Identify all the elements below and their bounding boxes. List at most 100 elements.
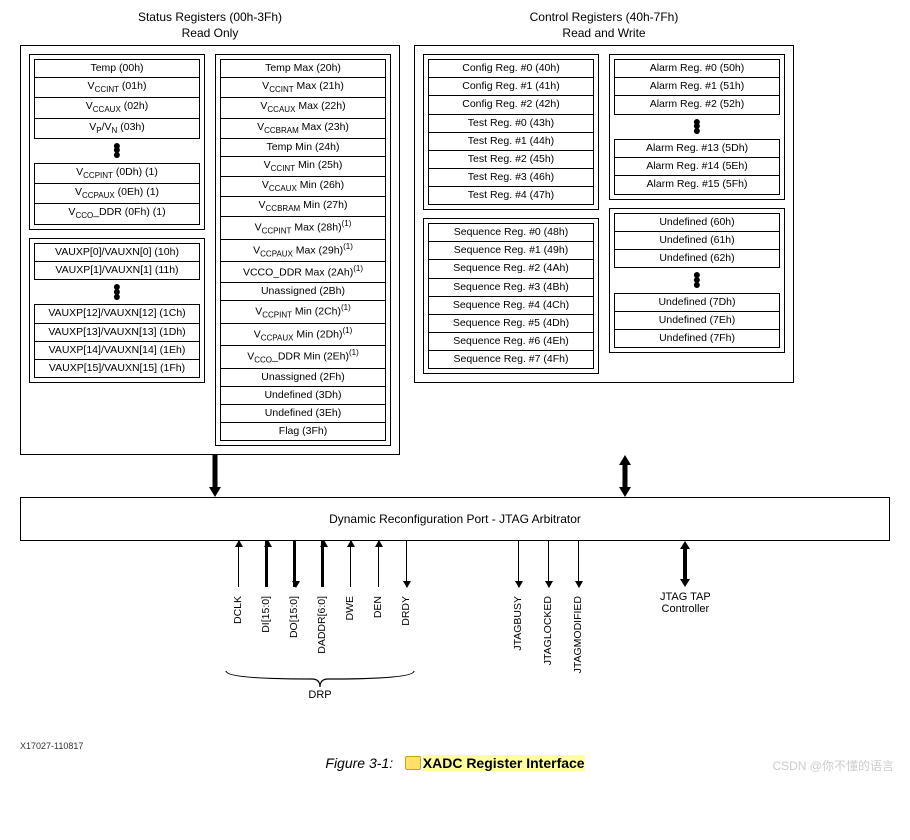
- control-a2-list: Sequence Reg. #0 (48h)Sequence Reg. #1 (…: [428, 223, 594, 369]
- register-cell: Sequence Reg. #1 (49h): [428, 241, 594, 260]
- status-col-b: Temp Max (20h)VCCINT Max (21h)VCCAUX Max…: [215, 54, 391, 446]
- ellipsis-icon: ●●●: [34, 280, 200, 305]
- register-cell: VCCO_DDR Min (2Eh)(1): [220, 345, 386, 369]
- register-cell: Test Reg. #3 (46h): [428, 168, 594, 187]
- figure-caption: Figure 3-1: XADC Register Interface: [20, 755, 890, 771]
- comment-icon: [405, 756, 421, 770]
- signal-label: JTAGMODIFIED: [572, 596, 584, 673]
- register-cell: VCCPINT Max (28h)(1): [220, 216, 386, 240]
- register-cell: VCCINT Min (25h): [220, 156, 386, 177]
- control-header: Control Registers (40h-7Fh) Read and Wri…: [414, 10, 794, 41]
- register-cell: VCCAUX Max (22h): [220, 97, 386, 118]
- register-cell: VAUXP[13]/VAUXN[13] (1Dh): [34, 323, 200, 342]
- register-cell: VCCPAUX (0Eh) (1): [34, 183, 200, 204]
- control-b2b-list: Undefined (7Dh)Undefined (7Eh)Undefined …: [614, 293, 780, 348]
- status-a1-list: Temp (00h)VCCINT (01h)VCCAUX (02h)VP/VN …: [34, 59, 200, 138]
- control-b1-list: Alarm Reg. #0 (50h)Alarm Reg. #1 (51h)Al…: [614, 59, 780, 114]
- signal-label: DEN: [372, 596, 384, 618]
- signal-label: JTAGBUSY: [512, 596, 524, 651]
- register-cell: Test Reg. #2 (45h): [428, 150, 594, 169]
- status-b-list: Temp Max (20h)VCCINT Max (21h)VCCAUX Max…: [220, 59, 386, 441]
- drp-brace: DRP: [224, 669, 416, 701]
- control-title-2: Read and Write: [562, 26, 645, 40]
- register-cell: VAUXP[14]/VAUXN[14] (1Eh): [34, 341, 200, 360]
- register-cell: VCCPINT (0Dh) (1): [34, 163, 200, 184]
- register-cell: VCCAUX (02h): [34, 97, 200, 118]
- control-b-block-1: Alarm Reg. #0 (50h)Alarm Reg. #1 (51h)Al…: [609, 54, 785, 199]
- ellipsis-icon: ●●●: [614, 268, 780, 293]
- signal-area: DRP JTAG TAPController DCLKDI[15:0]DO[15…: [20, 541, 890, 711]
- register-cell: Alarm Reg. #13 (5Dh): [614, 139, 780, 158]
- signal-di150: DI[15:0]: [258, 541, 274, 636]
- register-cell: VCCINT (01h): [34, 77, 200, 98]
- control-b1b-list: Alarm Reg. #13 (5Dh)Alarm Reg. #14 (5Eh)…: [614, 139, 780, 194]
- status-a1b-list: VCCPINT (0Dh) (1)VCCPAUX (0Eh) (1)VCCO_D…: [34, 163, 200, 224]
- register-cell: Sequence Reg. #7 (4Fh): [428, 350, 594, 369]
- register-cell: Sequence Reg. #2 (4Ah): [428, 259, 594, 278]
- status-group: Status Registers (00h-3Fh) Read Only Tem…: [20, 10, 400, 455]
- register-cell: VCCO_DDR (0Fh) (1): [34, 203, 200, 224]
- signal-label: DRDY: [400, 596, 412, 626]
- control-b-block-2: Undefined (60h)Undefined (61h)Undefined …: [609, 208, 785, 353]
- register-cell: Undefined (7Dh): [614, 293, 780, 312]
- register-cell: Test Reg. #0 (43h): [428, 114, 594, 133]
- control-col-b: Alarm Reg. #0 (50h)Alarm Reg. #1 (51h)Al…: [609, 54, 785, 374]
- status-col-a: Temp (00h)VCCINT (01h)VCCAUX (02h)VP/VN …: [29, 54, 205, 446]
- register-cell: Undefined (7Fh): [614, 329, 780, 348]
- signal-den: DEN: [370, 541, 386, 621]
- register-cell: VCCPINT Min (2Ch)(1): [220, 300, 386, 324]
- register-cell: Sequence Reg. #0 (48h): [428, 223, 594, 242]
- signal-label: JTAGLOCKED: [542, 596, 554, 665]
- status-a2b-list: VAUXP[12]/VAUXN[12] (1Ch)VAUXP[13]/VAUXN…: [34, 304, 200, 378]
- jtag-label: JTAG TAPController: [660, 591, 711, 615]
- control-col-a: Config Reg. #0 (40h)Config Reg. #1 (41h)…: [423, 54, 599, 374]
- signal-dwe: DWE: [342, 541, 358, 624]
- register-cell: Alarm Reg. #15 (5Fh): [614, 175, 780, 194]
- register-cell: Sequence Reg. #6 (4Eh): [428, 332, 594, 351]
- register-cell: Temp Max (20h): [220, 59, 386, 78]
- jtag-tap-controller: JTAG TAPController: [660, 541, 711, 615]
- register-cell: VCCO_DDR Max (2Ah)(1): [220, 261, 386, 283]
- register-cell: Flag (3Fh): [220, 422, 386, 441]
- register-cell: Alarm Reg. #1 (51h): [614, 77, 780, 96]
- watermark: CSDN @你不懂的语言: [772, 757, 894, 774]
- register-cell: Undefined (3Dh): [220, 386, 386, 405]
- register-cell: Temp (00h): [34, 59, 200, 78]
- control-a-block-1: Config Reg. #0 (40h)Config Reg. #1 (41h)…: [423, 54, 599, 210]
- register-cell: VCCPAUX Max (29h)(1): [220, 239, 386, 263]
- register-cell: VCCBRAM Max (23h): [220, 118, 386, 139]
- ellipsis-icon: ●●●: [614, 115, 780, 140]
- register-cell: Undefined (3Eh): [220, 404, 386, 423]
- register-cell: Alarm Reg. #2 (52h): [614, 95, 780, 114]
- register-cell: Alarm Reg. #0 (50h): [614, 59, 780, 78]
- signal-label: DCLK: [232, 596, 244, 624]
- brace-label: DRP: [224, 689, 416, 701]
- register-cell: Sequence Reg. #3 (4Bh): [428, 278, 594, 297]
- signal-jtaglocked: JTAGLOCKED: [540, 541, 556, 668]
- register-cell: VAUXP[12]/VAUXN[12] (1Ch): [34, 304, 200, 323]
- control-box: Config Reg. #0 (40h)Config Reg. #1 (41h)…: [414, 45, 794, 383]
- signal-label: DWE: [344, 596, 356, 621]
- register-cell: Unassigned (2Fh): [220, 368, 386, 387]
- register-cell: Config Reg. #1 (41h): [428, 77, 594, 96]
- register-cell: Config Reg. #0 (40h): [428, 59, 594, 78]
- ellipsis-icon: ●●●: [34, 139, 200, 164]
- status-block-1: Temp (00h)VCCINT (01h)VCCAUX (02h)VP/VN …: [29, 54, 205, 229]
- status-header: Status Registers (00h-3Fh) Read Only: [20, 10, 400, 41]
- register-cell: VCCBRAM Min (27h): [220, 196, 386, 217]
- register-cell: VCCINT Max (21h): [220, 77, 386, 98]
- register-cell: Undefined (7Eh): [614, 311, 780, 330]
- register-cell: Temp Min (24h): [220, 138, 386, 157]
- status-title-1: Status Registers (00h-3Fh): [138, 10, 282, 24]
- control-group: Control Registers (40h-7Fh) Read and Wri…: [414, 10, 794, 455]
- register-cell: VAUXP[15]/VAUXN[15] (1Fh): [34, 359, 200, 378]
- caption-prefix: Figure 3-1:: [325, 755, 393, 771]
- signal-label: DI[15:0]: [260, 596, 272, 633]
- status-box: Temp (00h)VCCINT (01h)VCCAUX (02h)VP/VN …: [20, 45, 400, 455]
- register-cell: Sequence Reg. #5 (4Dh): [428, 314, 594, 333]
- register-groups: Status Registers (00h-3Fh) Read Only Tem…: [20, 10, 890, 455]
- register-cell: Test Reg. #4 (47h): [428, 186, 594, 205]
- register-cell: Test Reg. #1 (44h): [428, 132, 594, 151]
- status-title-2: Read Only: [182, 26, 239, 40]
- status-block-2: VAUXP[0]/VAUXN[0] (10h)VAUXP[1]/VAUXN[1]…: [29, 238, 205, 383]
